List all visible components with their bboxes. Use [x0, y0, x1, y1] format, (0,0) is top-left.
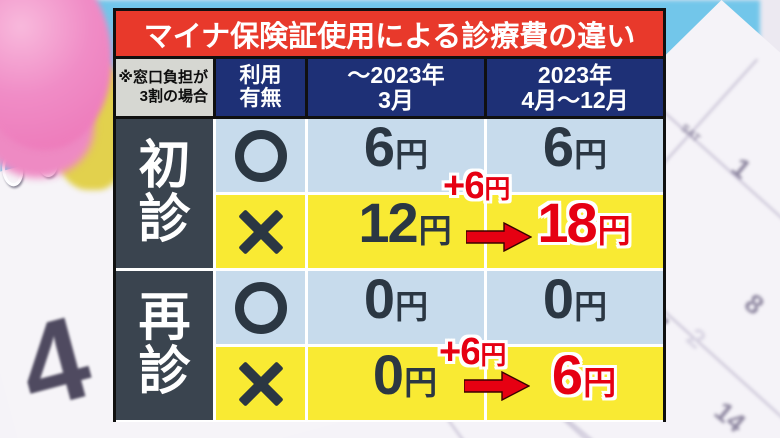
col-header-period-before: ～2023年 3月: [308, 59, 484, 116]
increase-badge: +6 円: [439, 331, 507, 373]
calendar-day-number: 14: [708, 396, 752, 438]
fee-cell: 12 円: [308, 195, 484, 268]
note-cell: ※窓口負担が 3割の場合: [116, 59, 213, 116]
fee-table-panel: マイナ保険証使用による診療費の違い ※窓口負担が 3割の場合 利用 有無 ～20…: [113, 8, 666, 422]
col-header-period-after: 2023年 4月～12月: [487, 59, 663, 116]
row-group-first-visit: 初 診: [116, 119, 213, 268]
col-header-usage: 利用 有無: [216, 59, 305, 116]
panel-title: マイナ保険証使用による診療費の違い: [116, 11, 663, 56]
cross-mark: [216, 195, 305, 268]
circle-mark: [216, 119, 305, 192]
increase-arrow-icon: [466, 222, 532, 252]
increase-badge: +6 円: [443, 165, 511, 207]
cross-mark: [216, 347, 305, 420]
calendar-day-number: 8: [738, 288, 770, 321]
calendar-day-number: 1: [725, 152, 757, 185]
calendar-big-day: 4: [5, 290, 104, 436]
note-line1: ※窓口負担が: [118, 68, 208, 86]
note-line2: 3割の場合: [139, 87, 208, 105]
increase-arrow-icon: [464, 371, 530, 401]
row-group-repeat-visit: 再 診: [116, 271, 213, 420]
circle-mark: [216, 271, 305, 344]
table-header-row: ※窓口負担が 3割の場合 利用 有無 ～2023年 3月 2023年 4月～12…: [116, 59, 663, 116]
